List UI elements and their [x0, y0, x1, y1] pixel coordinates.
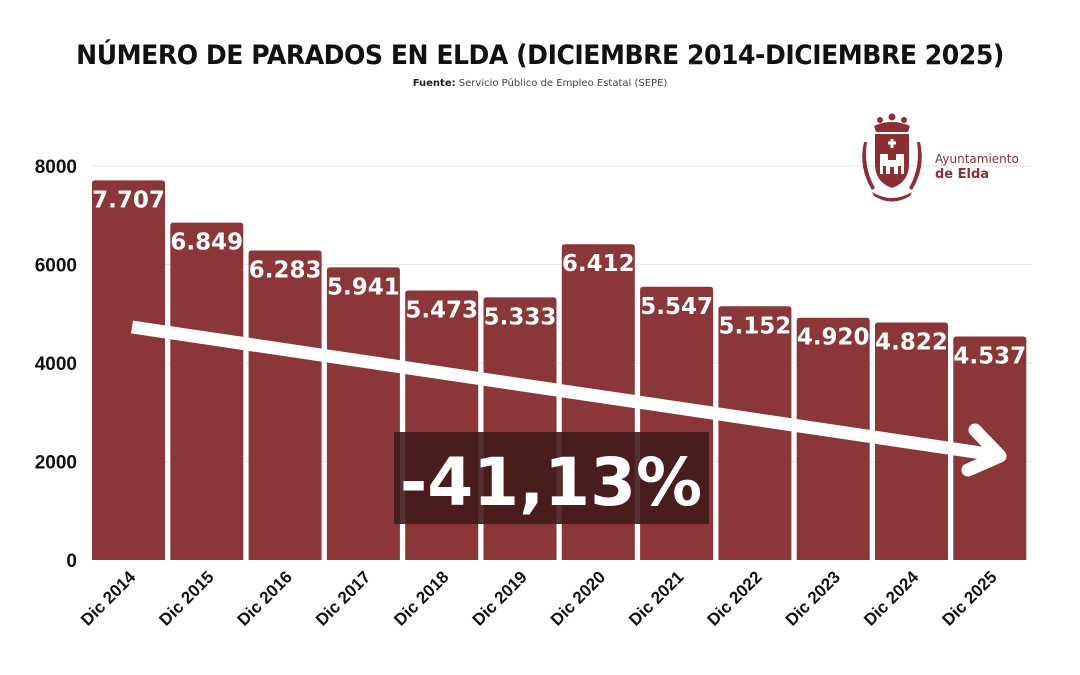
bar: [92, 180, 165, 561]
y-axis: 0 2000 4000 6000 8000: [35, 157, 77, 572]
data-label: 4.920: [797, 325, 870, 351]
logo-line2: de Elda: [935, 167, 990, 182]
percent-change-label: -41,13%: [400, 444, 702, 521]
x-tick-label: Dic 2020: [547, 567, 609, 629]
trend-arrow-line: [131, 320, 996, 462]
x-tick-label: Dic 2019: [469, 567, 531, 629]
data-label: 5.152: [719, 313, 792, 339]
data-label: 6.283: [249, 258, 322, 284]
coat-of-arms-icon: [862, 113, 922, 202]
x-tick-label: Dic 2015: [155, 567, 217, 629]
x-tick-label: Dic 2014: [77, 567, 140, 630]
data-label: 5.941: [327, 274, 400, 300]
data-label: 5.333: [484, 304, 557, 330]
x-tick-label: Dic 2016: [234, 567, 296, 629]
annotation: -41,13%: [131, 320, 1007, 524]
data-label: 5.473: [405, 297, 478, 323]
y-tick-label: 8000: [35, 157, 77, 178]
x-tick-label: Dic 2018: [390, 567, 452, 629]
y-tick-label: 4000: [35, 354, 77, 375]
data-label: 5.547: [640, 294, 713, 320]
data-label: 6.412: [562, 251, 635, 277]
y-tick-label: 2000: [35, 453, 77, 474]
ayuntamiento-logo: Ayuntamiento de Elda: [850, 112, 1040, 207]
data-label: 4.822: [875, 330, 948, 356]
logo-text: Ayuntamiento de Elda: [935, 152, 1019, 182]
x-axis: Dic 2014 Dic 2015 Dic 2016 Dic 2017 Dic 2018…: [77, 567, 1001, 630]
y-tick-label: 6000: [35, 256, 77, 277]
bar: [718, 306, 792, 560]
chart-source: Fuente: Servicio Público de Empleo Estat…: [0, 78, 1080, 89]
bar: [326, 267, 400, 560]
x-tick-label: Dic 2017: [312, 567, 374, 629]
x-tick-label: Dic 2022: [704, 567, 766, 629]
data-label: 7.707: [92, 187, 165, 213]
bar: [796, 317, 870, 560]
bar: [248, 250, 322, 560]
x-tick-label: Dic 2025: [938, 567, 1000, 629]
source-label: Fuente:: [412, 78, 456, 89]
trend-arrow-head: [961, 423, 1007, 477]
data-label: 6.849: [170, 230, 243, 256]
y-tick-label: 0: [66, 551, 77, 572]
x-tick-label: Dic 2023: [782, 567, 844, 629]
percent-badge: [394, 432, 709, 524]
x-tick-label: Dic 2024: [860, 567, 923, 630]
chart-title: NÚMERO DE PARADOS EN ELDA (DICIEMBRE 201…: [76, 40, 1004, 71]
logo-line1: Ayuntamiento: [935, 152, 1019, 166]
data-label: 4.537: [953, 344, 1026, 370]
source-text: Servicio Público de Empleo Estatal (SEPE…: [458, 78, 668, 89]
bar: [170, 222, 244, 560]
x-tick-label: Dic 2021: [625, 567, 687, 629]
